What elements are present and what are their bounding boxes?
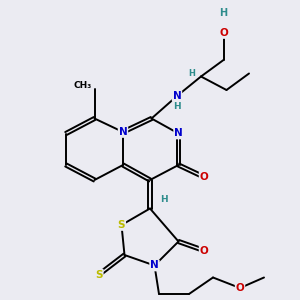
Text: N: N	[150, 260, 159, 271]
Text: CH₃: CH₃	[74, 81, 92, 90]
Text: H: H	[173, 102, 181, 111]
Text: O: O	[200, 172, 208, 182]
Text: O: O	[219, 28, 228, 38]
Text: S: S	[95, 269, 103, 280]
Text: H: H	[219, 8, 228, 19]
Text: O: O	[200, 245, 208, 256]
Text: S: S	[118, 220, 125, 230]
Text: O: O	[236, 283, 244, 293]
Text: H: H	[160, 195, 167, 204]
Text: N: N	[172, 91, 182, 101]
Text: H: H	[189, 69, 195, 78]
Text: N: N	[118, 127, 127, 137]
Text: N: N	[174, 128, 183, 139]
